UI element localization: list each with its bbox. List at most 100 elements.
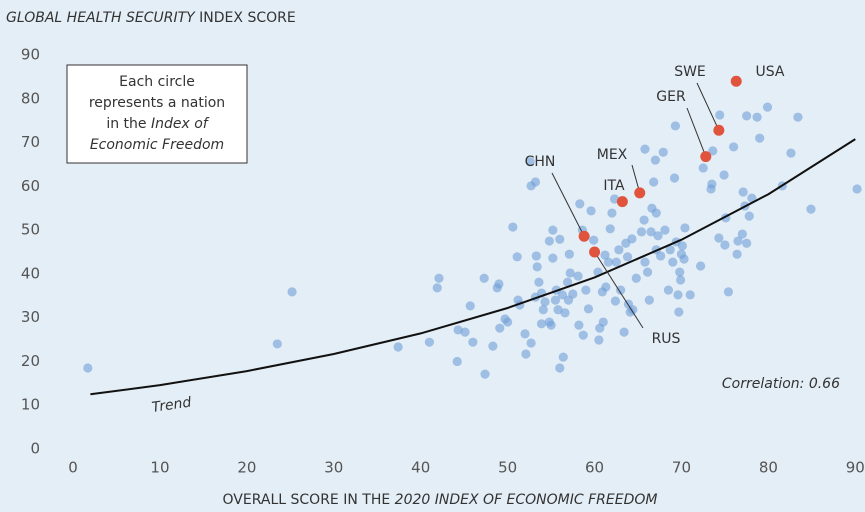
x-tick-label: 10 [150, 459, 169, 477]
point [747, 193, 757, 203]
point [732, 249, 742, 259]
point [544, 236, 554, 246]
point [786, 148, 796, 158]
point [558, 352, 568, 362]
note-line-part: Each circle [119, 74, 195, 90]
point [679, 254, 689, 264]
trend-label: Trend [151, 395, 193, 416]
point [616, 285, 626, 295]
point [479, 273, 489, 283]
highlight-point [634, 187, 646, 199]
y-tick-label: 10 [21, 396, 40, 414]
point [601, 282, 611, 292]
point [660, 225, 670, 235]
point [677, 241, 687, 251]
point [563, 277, 573, 287]
point [852, 184, 862, 194]
point [494, 279, 504, 289]
point [540, 297, 550, 307]
point [531, 251, 541, 261]
chart-title: GLOBAL HEALTH SECURITY INDEX SCORE [6, 10, 296, 26]
point [762, 102, 773, 112]
point [642, 267, 653, 277]
point [644, 295, 654, 305]
point [452, 356, 462, 367]
y-tick-label: 40 [21, 264, 40, 282]
point [607, 208, 617, 218]
point [393, 342, 403, 352]
point [636, 227, 647, 237]
point [668, 257, 678, 267]
highlight-label: USA [756, 64, 785, 80]
point [622, 252, 633, 262]
point [708, 146, 718, 156]
point [707, 179, 717, 189]
note-line-part: represents a nation [89, 95, 225, 111]
point [695, 261, 706, 271]
note-line: Economic Freedom [90, 137, 224, 153]
point [574, 320, 584, 330]
point [565, 268, 575, 278]
x-axis-label: OVERALL SCORE IN THE 2020 INDEX OF ECONO… [223, 492, 658, 508]
point [656, 251, 666, 261]
point [646, 227, 656, 237]
point [737, 229, 747, 239]
point [698, 163, 708, 173]
highlight-point [713, 124, 725, 136]
point [480, 369, 490, 379]
point [723, 287, 734, 297]
point [532, 262, 542, 272]
point [640, 144, 650, 154]
point [468, 337, 478, 347]
x-axis-label-part: 2020 INDEX OF ECONOMIC FREEDOM [395, 492, 658, 508]
point [752, 112, 762, 122]
x-tick-label: 70 [672, 459, 691, 477]
chart-title-part: GLOBAL HEALTH SECURITY [6, 10, 196, 26]
point [639, 215, 649, 225]
leader-line [551, 172, 585, 237]
point [650, 155, 660, 165]
point [488, 341, 498, 351]
highlight-label: MEX [597, 147, 628, 163]
y-tick-label: 70 [21, 133, 40, 151]
highlight-label: GER [656, 89, 686, 105]
point [627, 234, 637, 244]
leader-line [696, 82, 720, 131]
chart-title-part: INDEX SCORE [195, 10, 296, 26]
point [619, 327, 629, 337]
highlight-point [730, 75, 742, 87]
point [669, 173, 680, 183]
point [793, 112, 803, 122]
point [581, 285, 591, 295]
point [573, 271, 583, 281]
y-tick-label: 90 [21, 46, 40, 64]
annotation: Correlation: 0.66 [722, 376, 840, 392]
y-tick-label: 30 [21, 308, 40, 326]
point [651, 208, 661, 218]
point [640, 257, 650, 267]
point [526, 338, 536, 348]
point [675, 267, 685, 277]
x-tick-label: 40 [411, 459, 430, 477]
point [609, 194, 620, 204]
point [578, 330, 588, 340]
point [555, 234, 565, 244]
point [755, 133, 765, 143]
highlight-point [700, 151, 712, 163]
trend-line [90, 138, 856, 396]
point [611, 257, 621, 267]
leader-line [686, 107, 707, 157]
x-tick-label: 60 [585, 459, 604, 477]
point [733, 236, 743, 246]
point [670, 121, 680, 131]
point [614, 245, 624, 255]
point [720, 240, 730, 250]
point [460, 327, 470, 337]
point [658, 147, 668, 157]
point [525, 157, 535, 167]
point [715, 110, 725, 120]
point [649, 177, 659, 187]
point [548, 253, 558, 263]
y-tick-label: 60 [21, 177, 40, 195]
